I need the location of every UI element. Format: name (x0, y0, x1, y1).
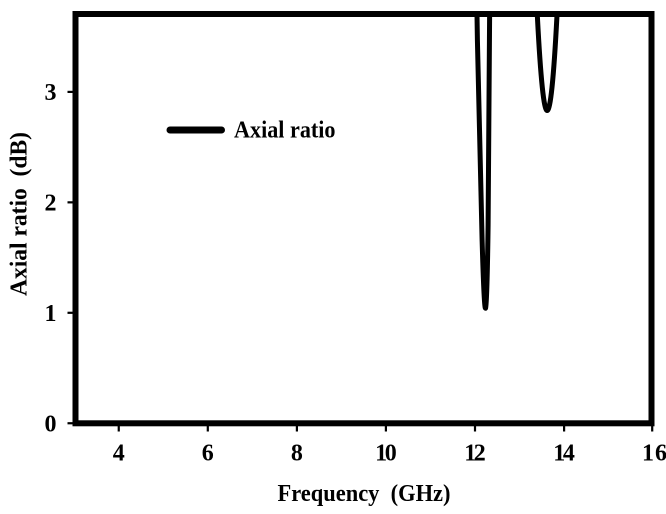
svg-text:Axial ratio: Axial ratio (234, 118, 336, 144)
svg-text:Frequency (GHz): Frequency (GHz) (278, 481, 451, 507)
svg-text:8: 8 (291, 441, 303, 467)
svg-text:14: 14 (553, 441, 575, 467)
svg-text:4: 4 (113, 441, 125, 467)
svg-text:6: 6 (202, 441, 214, 467)
svg-text:12: 12 (464, 441, 486, 467)
svg-text:Axial ratio (dB): Axial ratio (dB) (7, 132, 33, 296)
svg-text:0: 0 (45, 411, 57, 437)
svg-text:2: 2 (45, 190, 57, 216)
svg-text:3: 3 (45, 80, 57, 106)
svg-text:10: 10 (375, 441, 397, 467)
svg-text:1: 1 (45, 301, 57, 327)
